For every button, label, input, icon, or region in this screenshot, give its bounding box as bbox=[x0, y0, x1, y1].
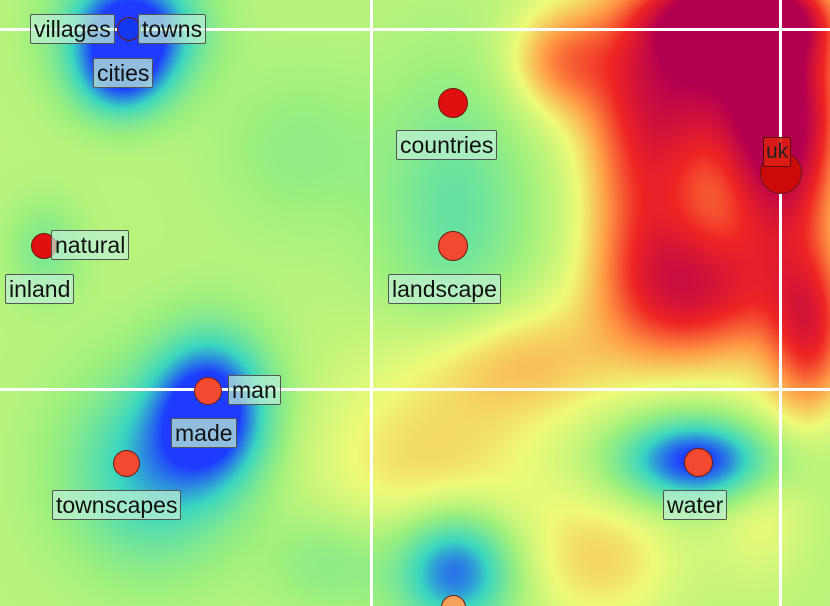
term-label-townscapes[interactable]: townscapes bbox=[52, 490, 182, 520]
term-label-landscape[interactable]: landscape bbox=[388, 274, 501, 304]
term-label-man[interactable]: man bbox=[228, 375, 281, 405]
term-label-inland[interactable]: inland bbox=[5, 274, 75, 304]
term-node-countries[interactable] bbox=[438, 88, 468, 118]
term-label-made[interactable]: made bbox=[171, 418, 237, 448]
term-node-man[interactable] bbox=[194, 377, 222, 405]
term-label-uk[interactable]: uk bbox=[763, 137, 792, 167]
grid-line-horizontal-top bbox=[0, 28, 830, 31]
term-label-cities[interactable]: cities bbox=[93, 58, 154, 88]
grid-line-vertical-center bbox=[370, 0, 373, 606]
term-node-townscapes[interactable] bbox=[113, 450, 140, 477]
grid-line-horizontal-middle bbox=[0, 388, 830, 391]
term-node-landscape[interactable] bbox=[438, 231, 468, 261]
term-label-natural[interactable]: natural bbox=[51, 230, 130, 260]
grid-line-vertical-right bbox=[779, 0, 782, 606]
term-label-water[interactable]: water bbox=[663, 490, 728, 520]
term-node-villages[interactable] bbox=[117, 17, 141, 41]
term-label-towns[interactable]: towns bbox=[138, 14, 207, 44]
term-label-villages[interactable]: villages bbox=[30, 14, 115, 44]
term-node-water[interactable] bbox=[684, 448, 713, 477]
term-label-countries[interactable]: countries bbox=[396, 130, 498, 160]
